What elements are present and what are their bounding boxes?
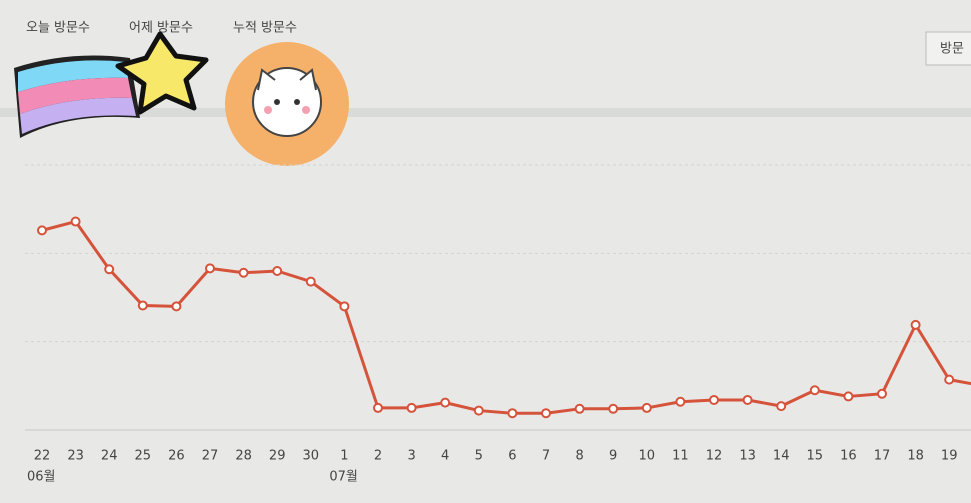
x-tick-label: 30: [303, 449, 320, 464]
x-tick-label: 10: [639, 449, 656, 464]
divider: [0, 108, 971, 117]
point: [137, 300, 148, 311]
x-tick-label: 26: [168, 449, 185, 464]
x-tick-label: 7: [542, 449, 550, 464]
x-tick-label: 29: [269, 449, 286, 464]
point: [843, 391, 854, 402]
x-tick-label: 1: [340, 449, 348, 464]
month-label: 07월: [329, 470, 358, 485]
line: [41, 220, 971, 415]
x-tick-label: 28: [235, 449, 252, 464]
x-tick-label: 23: [67, 449, 84, 464]
x-tick-label: 14: [773, 449, 790, 464]
x-tick-label: 19: [941, 449, 958, 464]
tab[interactable]: 누적 방문수: [233, 21, 297, 36]
x-tick-label: 2: [374, 449, 382, 464]
button[interactable]: [925, 31, 971, 66]
x-tick-label: 6: [508, 449, 516, 464]
x-tick-label: 3: [407, 449, 415, 464]
x-tick-label: 4: [441, 449, 449, 464]
x-tick-label: 16: [840, 449, 857, 464]
x-tick-label: 8: [575, 449, 583, 464]
point: [809, 385, 820, 396]
point: [507, 408, 518, 419]
point: [339, 301, 350, 312]
point: [272, 266, 283, 276]
point: [305, 276, 316, 287]
point: [742, 394, 753, 405]
tab[interactable]: 어제 방문수: [129, 21, 193, 36]
x-tick-label: 24: [101, 449, 118, 464]
point: [440, 397, 451, 408]
month-label: 06월: [27, 470, 56, 485]
point: [205, 263, 215, 274]
point: [641, 402, 652, 413]
button-label: 방문: [940, 42, 964, 57]
x-tick-label: 25: [135, 449, 152, 464]
point: [70, 216, 81, 227]
point: [944, 374, 955, 385]
point: [37, 225, 47, 236]
cat-sticker: [225, 42, 349, 166]
point: [608, 403, 619, 414]
point: [238, 267, 249, 278]
point: [709, 394, 719, 405]
x-tick-label: 11: [672, 449, 689, 464]
point: [406, 402, 417, 413]
point: [104, 264, 115, 275]
x-tick-label: 15: [807, 449, 824, 464]
x-tick-label: 13: [739, 449, 756, 464]
point: [574, 403, 585, 414]
point: [910, 319, 921, 330]
x-tick-label: 27: [202, 449, 219, 464]
x-tick-label: 9: [609, 449, 617, 464]
point: [776, 401, 787, 412]
point: [877, 388, 887, 399]
x-tick-label: 5: [475, 449, 483, 464]
point: [541, 408, 551, 419]
point: [473, 405, 484, 416]
point: [171, 301, 182, 312]
tab[interactable]: 오늘 방문수: [26, 21, 90, 36]
x-tick-label: 18: [907, 449, 924, 464]
x-tick-label: 22: [34, 449, 51, 464]
point: [373, 402, 383, 413]
x-tick-label: 12: [706, 449, 723, 464]
star-sticker: [14, 31, 209, 138]
point: [675, 396, 686, 407]
x-tick-label: 17: [874, 449, 891, 464]
